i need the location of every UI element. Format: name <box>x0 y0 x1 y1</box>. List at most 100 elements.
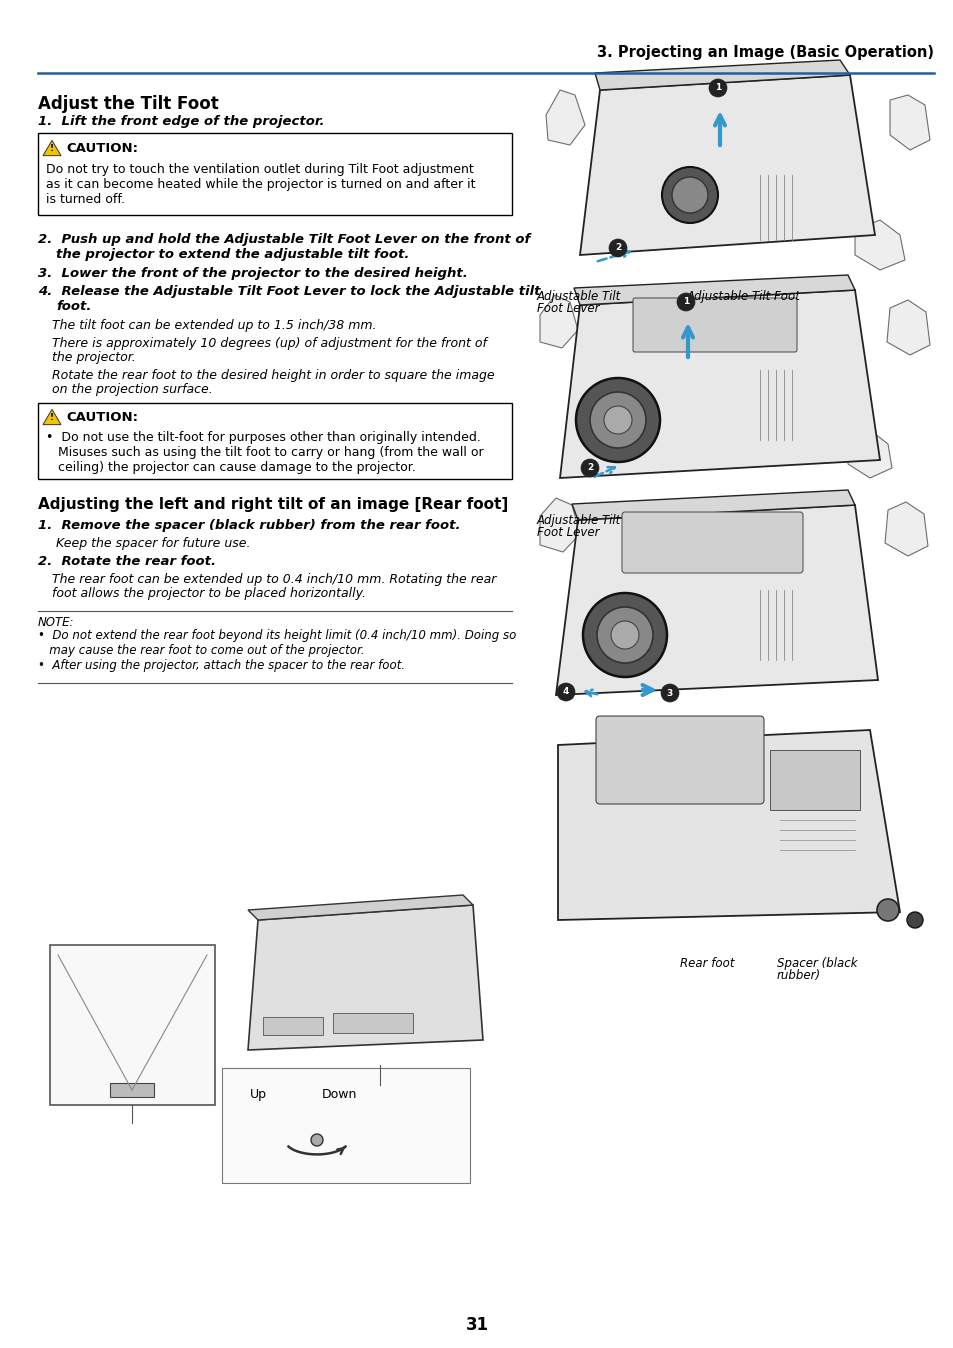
Text: on the projection surface.: on the projection surface. <box>52 383 213 396</box>
FancyBboxPatch shape <box>38 403 512 479</box>
Polygon shape <box>545 90 584 146</box>
Circle shape <box>660 683 679 702</box>
Polygon shape <box>579 75 874 255</box>
FancyBboxPatch shape <box>263 1016 323 1035</box>
Text: 3: 3 <box>666 689 673 697</box>
Polygon shape <box>574 275 854 305</box>
Text: foot.: foot. <box>56 301 91 313</box>
Polygon shape <box>884 501 927 555</box>
Circle shape <box>597 607 652 663</box>
FancyBboxPatch shape <box>621 512 802 573</box>
Text: Adjustable Tilt Foot: Adjustable Tilt Foot <box>686 290 800 303</box>
Polygon shape <box>847 430 891 479</box>
Text: Adjust the Tilt Foot: Adjust the Tilt Foot <box>38 94 218 113</box>
Text: the projector to extend the adjustable tilt foot.: the projector to extend the adjustable t… <box>56 248 409 262</box>
Text: CAUTION:: CAUTION: <box>66 411 138 425</box>
Circle shape <box>576 377 659 462</box>
Text: 2.  Rotate the rear foot.: 2. Rotate the rear foot. <box>38 555 215 568</box>
Text: 1.  Lift the front edge of the projector.: 1. Lift the front edge of the projector. <box>38 115 324 128</box>
Text: 2: 2 <box>586 464 593 473</box>
FancyBboxPatch shape <box>596 716 763 803</box>
Text: Rear foot: Rear foot <box>679 957 734 971</box>
Circle shape <box>580 460 598 477</box>
Text: Keep the spacer for future use.: Keep the spacer for future use. <box>56 537 251 550</box>
FancyBboxPatch shape <box>50 945 214 1105</box>
Polygon shape <box>595 61 849 90</box>
FancyBboxPatch shape <box>222 1068 470 1184</box>
Circle shape <box>603 406 631 434</box>
Circle shape <box>582 593 666 677</box>
Polygon shape <box>539 295 578 348</box>
Text: Up: Up <box>250 1088 267 1101</box>
Text: There is approximately 10 degrees (up) of adjustment for the front of: There is approximately 10 degrees (up) o… <box>52 337 486 350</box>
Text: 1.  Remove the spacer (black rubber) from the rear foot.: 1. Remove the spacer (black rubber) from… <box>38 519 460 532</box>
Text: Rotate the rear foot to the desired height in order to square the image: Rotate the rear foot to the desired heig… <box>52 369 494 381</box>
Circle shape <box>671 177 707 213</box>
Text: 2.  Push up and hold the Adjustable Tilt Foot Lever on the front of: 2. Push up and hold the Adjustable Tilt … <box>38 233 530 245</box>
Text: Do not try to touch the ventilation outlet during Tilt Foot adjustment: Do not try to touch the ventilation outl… <box>46 163 474 177</box>
Text: 4: 4 <box>562 687 569 697</box>
FancyBboxPatch shape <box>38 133 512 214</box>
Polygon shape <box>248 895 473 919</box>
Text: 1: 1 <box>682 298 688 306</box>
Text: Down: Down <box>322 1088 357 1101</box>
Text: Foot Lever: Foot Lever <box>537 526 598 539</box>
Text: 1: 1 <box>714 84 720 93</box>
Text: NOTE:: NOTE: <box>38 616 74 630</box>
Circle shape <box>906 913 923 927</box>
Text: !: ! <box>50 144 54 152</box>
Text: may cause the rear foot to come out of the projector.: may cause the rear foot to come out of t… <box>38 644 364 656</box>
Polygon shape <box>854 220 904 270</box>
Text: The rear foot can be extended up to 0.4 inch/10 mm. Rotating the rear: The rear foot can be extended up to 0.4 … <box>52 573 496 586</box>
Polygon shape <box>248 905 482 1050</box>
Circle shape <box>708 80 726 97</box>
Text: Adjusting the left and right tilt of an image [Rear foot]: Adjusting the left and right tilt of an … <box>38 497 508 512</box>
Text: rubber): rubber) <box>776 969 821 981</box>
FancyBboxPatch shape <box>333 1012 413 1033</box>
Text: 2: 2 <box>615 244 620 252</box>
Text: 3.  Lower the front of the projector to the desired height.: 3. Lower the front of the projector to t… <box>38 267 467 280</box>
Text: as it can become heated while the projector is turned on and after it: as it can become heated while the projec… <box>46 178 475 191</box>
FancyBboxPatch shape <box>532 731 943 945</box>
FancyBboxPatch shape <box>633 298 796 352</box>
Polygon shape <box>572 491 854 520</box>
Text: ceiling) the projector can cause damage to the projector.: ceiling) the projector can cause damage … <box>46 461 416 474</box>
Text: CAUTION:: CAUTION: <box>66 142 138 155</box>
Text: •  Do not use the tilt-foot for purposes other than originally intended.: • Do not use the tilt-foot for purposes … <box>46 431 480 443</box>
Polygon shape <box>886 301 929 355</box>
Polygon shape <box>539 497 579 551</box>
Circle shape <box>608 239 626 257</box>
Text: The tilt foot can be extended up to 1.5 inch/38 mm.: The tilt foot can be extended up to 1.5 … <box>52 319 376 332</box>
Circle shape <box>589 392 645 448</box>
Polygon shape <box>43 410 61 425</box>
Text: Misuses such as using the tilt foot to carry or hang (from the wall or: Misuses such as using the tilt foot to c… <box>46 446 483 460</box>
FancyBboxPatch shape <box>532 500 943 720</box>
Polygon shape <box>559 290 879 479</box>
Polygon shape <box>889 94 929 150</box>
FancyBboxPatch shape <box>769 749 859 810</box>
Text: Foot Lever: Foot Lever <box>537 302 598 315</box>
Text: the projector.: the projector. <box>52 350 135 364</box>
Text: !: ! <box>50 412 54 422</box>
Circle shape <box>677 293 695 311</box>
Text: 3. Projecting an Image (Basic Operation): 3. Projecting an Image (Basic Operation) <box>597 44 933 61</box>
Circle shape <box>311 1134 323 1146</box>
Text: •  After using the projector, attach the spacer to the rear foot.: • After using the projector, attach the … <box>38 659 405 673</box>
Text: 4.  Release the Adjustable Tilt Foot Lever to lock the Adjustable tilt: 4. Release the Adjustable Tilt Foot Leve… <box>38 284 540 298</box>
Circle shape <box>610 621 639 648</box>
Circle shape <box>876 899 898 921</box>
Text: •  Do not extend the rear foot beyond its height limit (0.4 inch/10 mm). Doing s: • Do not extend the rear foot beyond its… <box>38 630 516 642</box>
Text: 31: 31 <box>465 1316 488 1335</box>
Text: is turned off.: is turned off. <box>46 193 125 206</box>
FancyBboxPatch shape <box>532 78 943 278</box>
FancyBboxPatch shape <box>110 1082 153 1097</box>
Polygon shape <box>43 140 61 155</box>
Text: Adjustable Tilt: Adjustable Tilt <box>537 290 620 303</box>
Text: Adjustable Tilt: Adjustable Tilt <box>537 514 620 527</box>
Text: foot allows the projector to be placed horizontally.: foot allows the projector to be placed h… <box>52 586 366 600</box>
FancyBboxPatch shape <box>532 301 943 500</box>
Circle shape <box>557 683 575 701</box>
Polygon shape <box>556 506 877 696</box>
Circle shape <box>661 167 718 222</box>
Text: Spacer (black: Spacer (black <box>776 957 857 971</box>
